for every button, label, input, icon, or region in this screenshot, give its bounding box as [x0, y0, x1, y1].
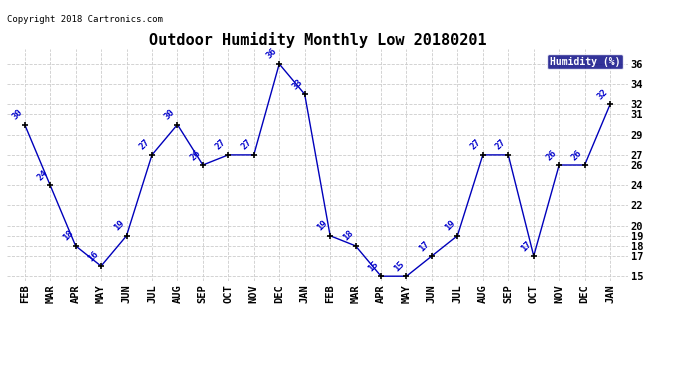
Text: 33: 33: [290, 77, 304, 91]
Text: Copyright 2018 Cartronics.com: Copyright 2018 Cartronics.com: [7, 15, 163, 24]
Text: 26: 26: [570, 148, 584, 162]
Text: 27: 27: [137, 138, 151, 152]
Text: 26: 26: [544, 148, 558, 162]
Text: 15: 15: [392, 259, 406, 273]
Text: 27: 27: [239, 138, 253, 152]
Text: 24: 24: [36, 168, 50, 182]
Text: 17: 17: [417, 239, 431, 253]
Text: 32: 32: [595, 87, 609, 101]
Legend: Humidity (%): Humidity (%): [546, 54, 623, 69]
Text: 19: 19: [315, 219, 329, 233]
Text: 27: 27: [469, 138, 482, 152]
Text: 26: 26: [188, 148, 202, 162]
Text: 30: 30: [10, 108, 24, 122]
Title: Outdoor Humidity Monthly Low 20180201: Outdoor Humidity Monthly Low 20180201: [148, 32, 486, 48]
Text: 30: 30: [163, 108, 177, 122]
Text: 27: 27: [493, 138, 508, 152]
Text: 36: 36: [264, 47, 279, 61]
Text: 15: 15: [366, 259, 380, 273]
Text: 17: 17: [519, 239, 533, 253]
Text: 27: 27: [214, 138, 228, 152]
Text: 18: 18: [61, 229, 75, 243]
Text: 19: 19: [443, 219, 457, 233]
Text: 19: 19: [112, 219, 126, 233]
Text: 18: 18: [341, 229, 355, 243]
Text: 16: 16: [86, 249, 101, 263]
